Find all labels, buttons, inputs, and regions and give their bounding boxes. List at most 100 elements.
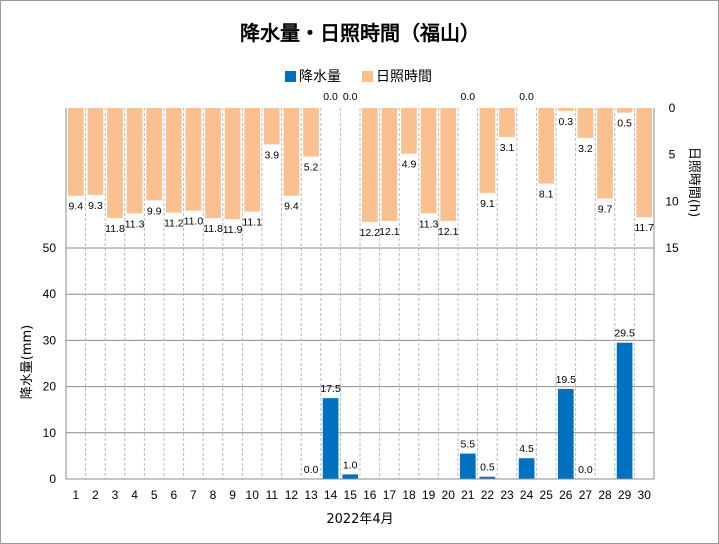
y-axis-label-left: 降水量(mm) <box>20 325 35 399</box>
y-tick-left: 30 <box>43 333 57 347</box>
precipitation-bar <box>557 388 574 479</box>
x-tick: 28 <box>598 488 612 502</box>
precipitation-label: 0.5 <box>480 462 495 474</box>
sunshine-label: 11.3 <box>125 218 145 230</box>
sunshine-label: 11.1 <box>242 217 262 229</box>
sunshine-label: 11.8 <box>203 223 223 235</box>
sunshine-bar <box>381 108 398 221</box>
x-tick: 13 <box>304 488 318 502</box>
sunshine-bar <box>67 108 84 196</box>
sunshine-label: 5.2 <box>304 162 319 174</box>
precipitation-bar <box>322 398 339 479</box>
sunshine-bar <box>440 108 457 221</box>
sunshine-bar <box>361 108 378 222</box>
precipitation-label: 17.5 <box>320 383 341 395</box>
y-tick-right: 10 <box>665 194 679 208</box>
sunshine-label: 11.7 <box>634 222 654 234</box>
precipitation-bars <box>322 342 633 479</box>
precipitation-label: 19.5 <box>556 374 577 386</box>
x-tick: 7 <box>190 488 197 502</box>
precipitation-bar <box>616 342 633 479</box>
x-tick: 20 <box>442 488 456 502</box>
sunshine-label: 3.2 <box>578 143 593 155</box>
x-tick: 1 <box>72 488 79 502</box>
sunshine-label: 0.0 <box>343 91 358 103</box>
legend-swatch-precipitation <box>285 71 296 82</box>
precipitation-label: 0.0 <box>304 464 319 476</box>
sunshine-bar <box>420 108 437 214</box>
y-tick-left: 20 <box>43 380 57 394</box>
sunshine-bar <box>126 108 143 214</box>
sunshine-bar <box>597 108 613 199</box>
x-tick: 19 <box>422 488 436 502</box>
x-tick: 6 <box>170 488 177 502</box>
sunshine-label: 0.0 <box>323 91 338 103</box>
x-tick: 3 <box>112 488 119 502</box>
x-tick: 15 <box>344 488 358 502</box>
sunshine-bar <box>538 108 555 184</box>
y-tick-right: 5 <box>669 148 676 162</box>
sunshine-bar <box>283 108 300 196</box>
y-axis-label-right: 日照時間(h) <box>686 147 701 217</box>
legend-label-precipitation: 降水量 <box>299 69 341 85</box>
sunshine-label: 9.4 <box>284 201 299 213</box>
sunshine-label: 9.1 <box>480 198 495 210</box>
data-labels: 9.4 9.311.8 11.39.911.2 11.011.8 11.911.13.9… <box>68 91 654 476</box>
sunshine-bars <box>67 108 653 222</box>
y-tick-right: 0 <box>669 101 676 115</box>
sunshine-label: 3.9 <box>264 149 279 161</box>
precipitation-label: 0.0 <box>578 464 593 476</box>
x-tick: 29 <box>618 488 632 502</box>
sunshine-label: 9.9 <box>147 205 162 217</box>
sunshine-bar <box>557 108 574 111</box>
sunshine-label: 0.5 <box>617 118 632 130</box>
x-tick: 21 <box>461 488 475 502</box>
x-tick: 12 <box>285 488 299 502</box>
x-tick: 18 <box>402 488 416 502</box>
precipitation-bar <box>479 476 496 479</box>
sunshine-label: 0.3 <box>558 116 573 128</box>
sunshine-label: 12.2 <box>360 227 381 239</box>
x-tick: 16 <box>363 488 377 502</box>
sunshine-label: 8.1 <box>539 189 554 201</box>
sunshine-bar <box>616 108 633 113</box>
sunshine-bar <box>479 108 496 193</box>
sunshine-label: 3.1 <box>500 142 515 154</box>
sunshine-label: 0.0 <box>460 91 475 103</box>
sunshine-bar <box>107 108 123 219</box>
y-tick-left: 40 <box>43 287 57 301</box>
sunshine-bar <box>577 108 594 138</box>
precipitation-bar <box>342 474 359 479</box>
sunshine-bar <box>87 108 104 195</box>
x-tick: 27 <box>579 488 593 502</box>
sunshine-label: 11.0 <box>184 216 204 228</box>
x-tick: 2 <box>92 488 99 502</box>
sunshine-label: 11.3 <box>419 218 439 230</box>
x-tick: 8 <box>210 488 217 502</box>
sunshine-bar <box>263 108 280 145</box>
x-tick: 25 <box>540 488 554 502</box>
y-tick-left: 10 <box>43 426 57 440</box>
x-tick: 22 <box>481 488 495 502</box>
sunshine-bar <box>205 108 221 219</box>
x-tick: 4 <box>131 488 138 502</box>
x-tick: 5 <box>151 488 158 502</box>
precipitation-label: 1.0 <box>343 459 358 471</box>
sunshine-label: 11.9 <box>223 224 243 236</box>
sunshine-bar <box>636 108 653 218</box>
sunshine-bar <box>185 108 202 211</box>
x-axis-label: 2022年4月 <box>326 512 393 527</box>
sunshine-label: 4.9 <box>402 159 417 171</box>
chart-title: 降水量・日照時間（福山） <box>240 21 480 45</box>
legend-label-sunshine: 日照時間 <box>376 69 432 85</box>
x-tick: 14 <box>324 488 338 502</box>
sunshine-label: 12.1 <box>379 226 400 238</box>
sunshine-bar <box>165 108 182 213</box>
sunshine-bar <box>244 108 261 212</box>
x-tick: 9 <box>229 488 236 502</box>
y-tick-left: 50 <box>43 241 57 255</box>
sunshine-bar <box>224 108 241 220</box>
x-tick: 30 <box>638 488 652 502</box>
